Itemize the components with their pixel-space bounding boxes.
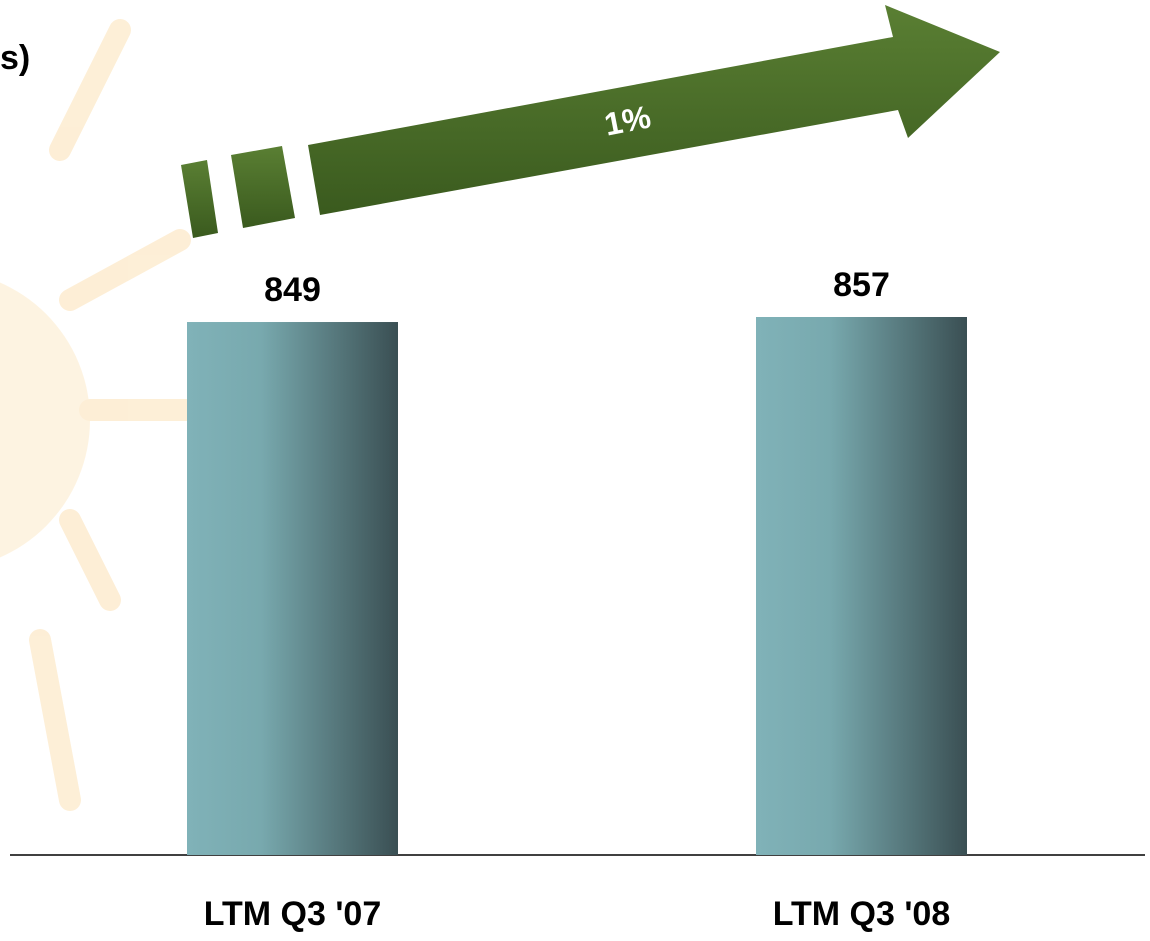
growth-arrow bbox=[181, 5, 1000, 238]
bar bbox=[756, 317, 967, 855]
bar bbox=[187, 322, 398, 855]
value-label: 857 bbox=[833, 266, 890, 304]
value-label: 849 bbox=[264, 271, 321, 309]
growth-annotation: 1% bbox=[601, 98, 653, 142]
x-tick-label: LTM Q3 '07 bbox=[204, 895, 382, 933]
background-decoration bbox=[0, 19, 201, 811]
x-tick-label: LTM Q3 '08 bbox=[773, 895, 951, 933]
chart-title: s) bbox=[0, 39, 30, 77]
